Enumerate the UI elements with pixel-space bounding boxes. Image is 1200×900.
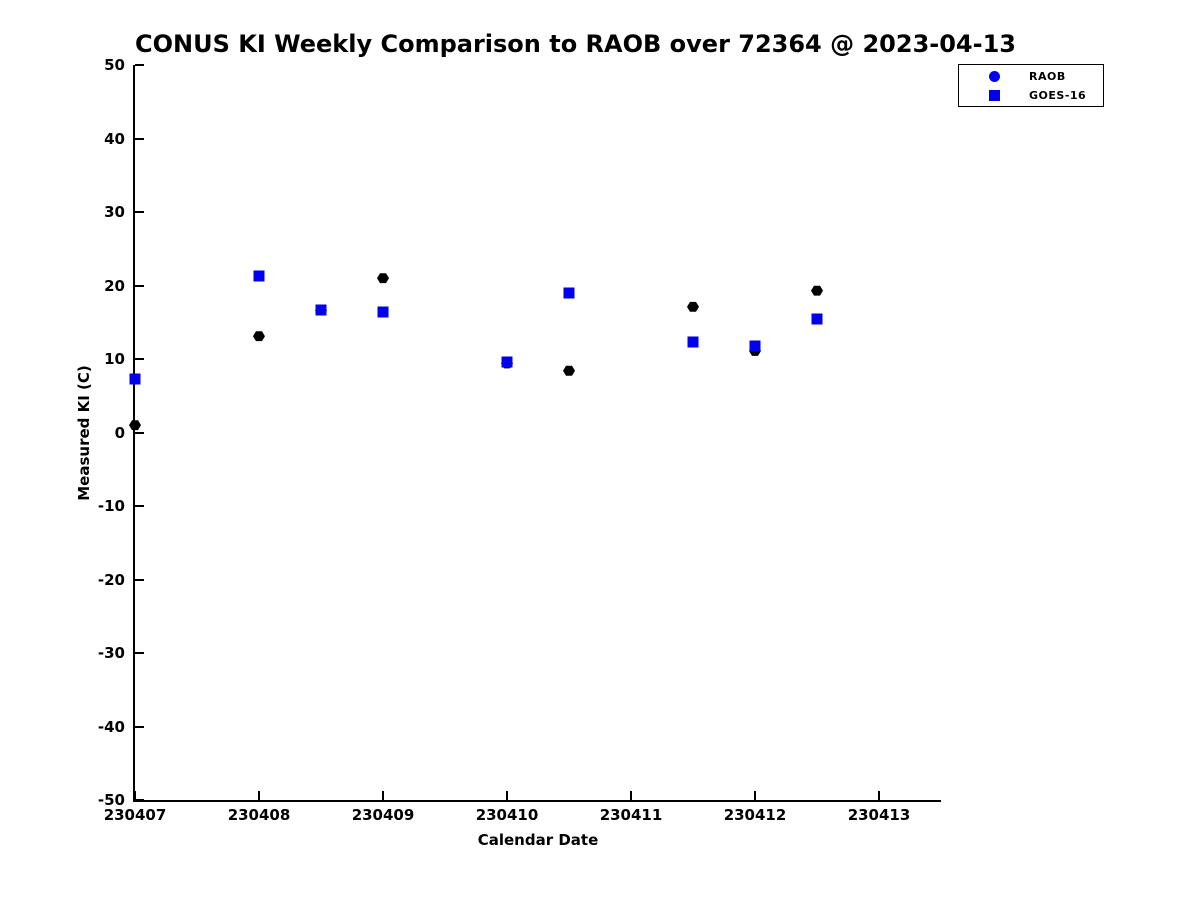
data-point-goes16 bbox=[811, 313, 823, 325]
data-point-goes16 bbox=[563, 287, 575, 299]
y-tick bbox=[135, 725, 144, 728]
data-point-goes16 bbox=[749, 340, 761, 352]
x-tick bbox=[878, 791, 880, 800]
x-tick-label: 230413 bbox=[847, 806, 911, 824]
y-tick bbox=[135, 211, 144, 213]
y-tick-label: -20 bbox=[97, 570, 125, 589]
x-tick bbox=[630, 791, 632, 800]
legend-row-goes16: GOES-16 bbox=[959, 86, 1103, 105]
data-point-raob bbox=[563, 365, 575, 376]
x-tick bbox=[506, 791, 508, 800]
x-tick bbox=[258, 791, 260, 800]
data-point-goes16 bbox=[315, 304, 327, 316]
plot-area bbox=[129, 64, 941, 802]
data-point-goes16 bbox=[253, 270, 265, 282]
y-tick-label: -40 bbox=[97, 717, 125, 736]
legend: RAOB GOES-16 bbox=[958, 64, 1104, 107]
data-point-raob bbox=[687, 301, 699, 312]
y-tick-label: 40 bbox=[104, 129, 125, 148]
y-tick-label: 30 bbox=[104, 203, 125, 221]
legend-label-goes16: GOES-16 bbox=[1029, 88, 1087, 102]
legend-label-raob: RAOB bbox=[1029, 69, 1066, 83]
x-tick-label: 230408 bbox=[227, 806, 291, 824]
chart-title: CONUS KI Weekly Comparison to RAOB over … bbox=[135, 30, 1016, 58]
x-tick bbox=[382, 791, 384, 800]
x-tick-label: 230412 bbox=[723, 806, 787, 824]
y-tick bbox=[135, 578, 144, 581]
data-point-goes16 bbox=[501, 356, 513, 368]
y-tick bbox=[135, 284, 144, 287]
y-tick bbox=[135, 358, 144, 360]
x-tick bbox=[134, 791, 136, 800]
data-point-raob bbox=[377, 273, 389, 284]
data-point-raob bbox=[253, 331, 265, 342]
x-tick-label: 230409 bbox=[351, 806, 415, 824]
legend-row-raob: RAOB bbox=[959, 67, 1103, 86]
y-tick bbox=[135, 431, 144, 434]
y-tick-label: -30 bbox=[97, 644, 125, 662]
y-tick bbox=[135, 137, 144, 140]
raob-circle-marker-icon bbox=[988, 70, 1000, 82]
y-tick bbox=[135, 799, 144, 801]
y-tick-label: 0 bbox=[114, 423, 125, 442]
y-tick-label: -50 bbox=[97, 791, 125, 809]
y-tick-label: 10 bbox=[104, 350, 125, 368]
x-axis-label: Calendar Date bbox=[477, 831, 599, 849]
data-point-goes16 bbox=[129, 373, 141, 385]
y-tick bbox=[135, 652, 144, 654]
x-tick-label: 230411 bbox=[599, 806, 663, 824]
y-tick bbox=[135, 505, 144, 507]
data-point-goes16 bbox=[377, 306, 389, 318]
data-point-raob bbox=[811, 285, 823, 296]
y-tick-label: 20 bbox=[104, 276, 125, 295]
y-tick-label: 50 bbox=[104, 56, 125, 74]
data-point-goes16 bbox=[687, 336, 699, 348]
x-tick bbox=[754, 791, 756, 800]
y-tick bbox=[135, 64, 144, 66]
data-point-raob bbox=[129, 420, 141, 431]
y-tick-label: -10 bbox=[97, 497, 125, 515]
goes16-square-marker-icon bbox=[988, 89, 1000, 101]
x-tick-label: 230407 bbox=[103, 806, 167, 824]
x-tick-label: 230410 bbox=[475, 806, 539, 824]
